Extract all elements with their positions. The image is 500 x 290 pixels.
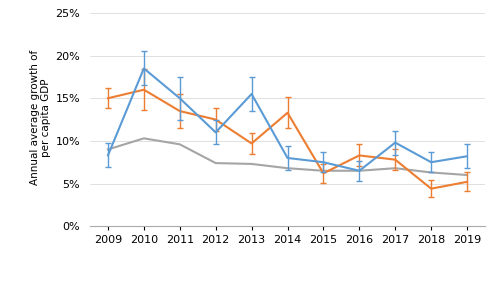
Line: national: national bbox=[108, 138, 467, 175]
national bbox=[105, 148, 111, 151]
national bbox=[248, 162, 254, 166]
national bbox=[428, 171, 434, 174]
national bbox=[177, 143, 183, 146]
Y-axis label: Annual average growth of
per capita GDP: Annual average growth of per capita GDP bbox=[30, 50, 52, 185]
national bbox=[141, 137, 147, 140]
national bbox=[212, 161, 218, 165]
national bbox=[356, 169, 362, 173]
national bbox=[284, 166, 290, 170]
national bbox=[320, 169, 326, 173]
national bbox=[464, 173, 470, 177]
national bbox=[392, 166, 398, 170]
